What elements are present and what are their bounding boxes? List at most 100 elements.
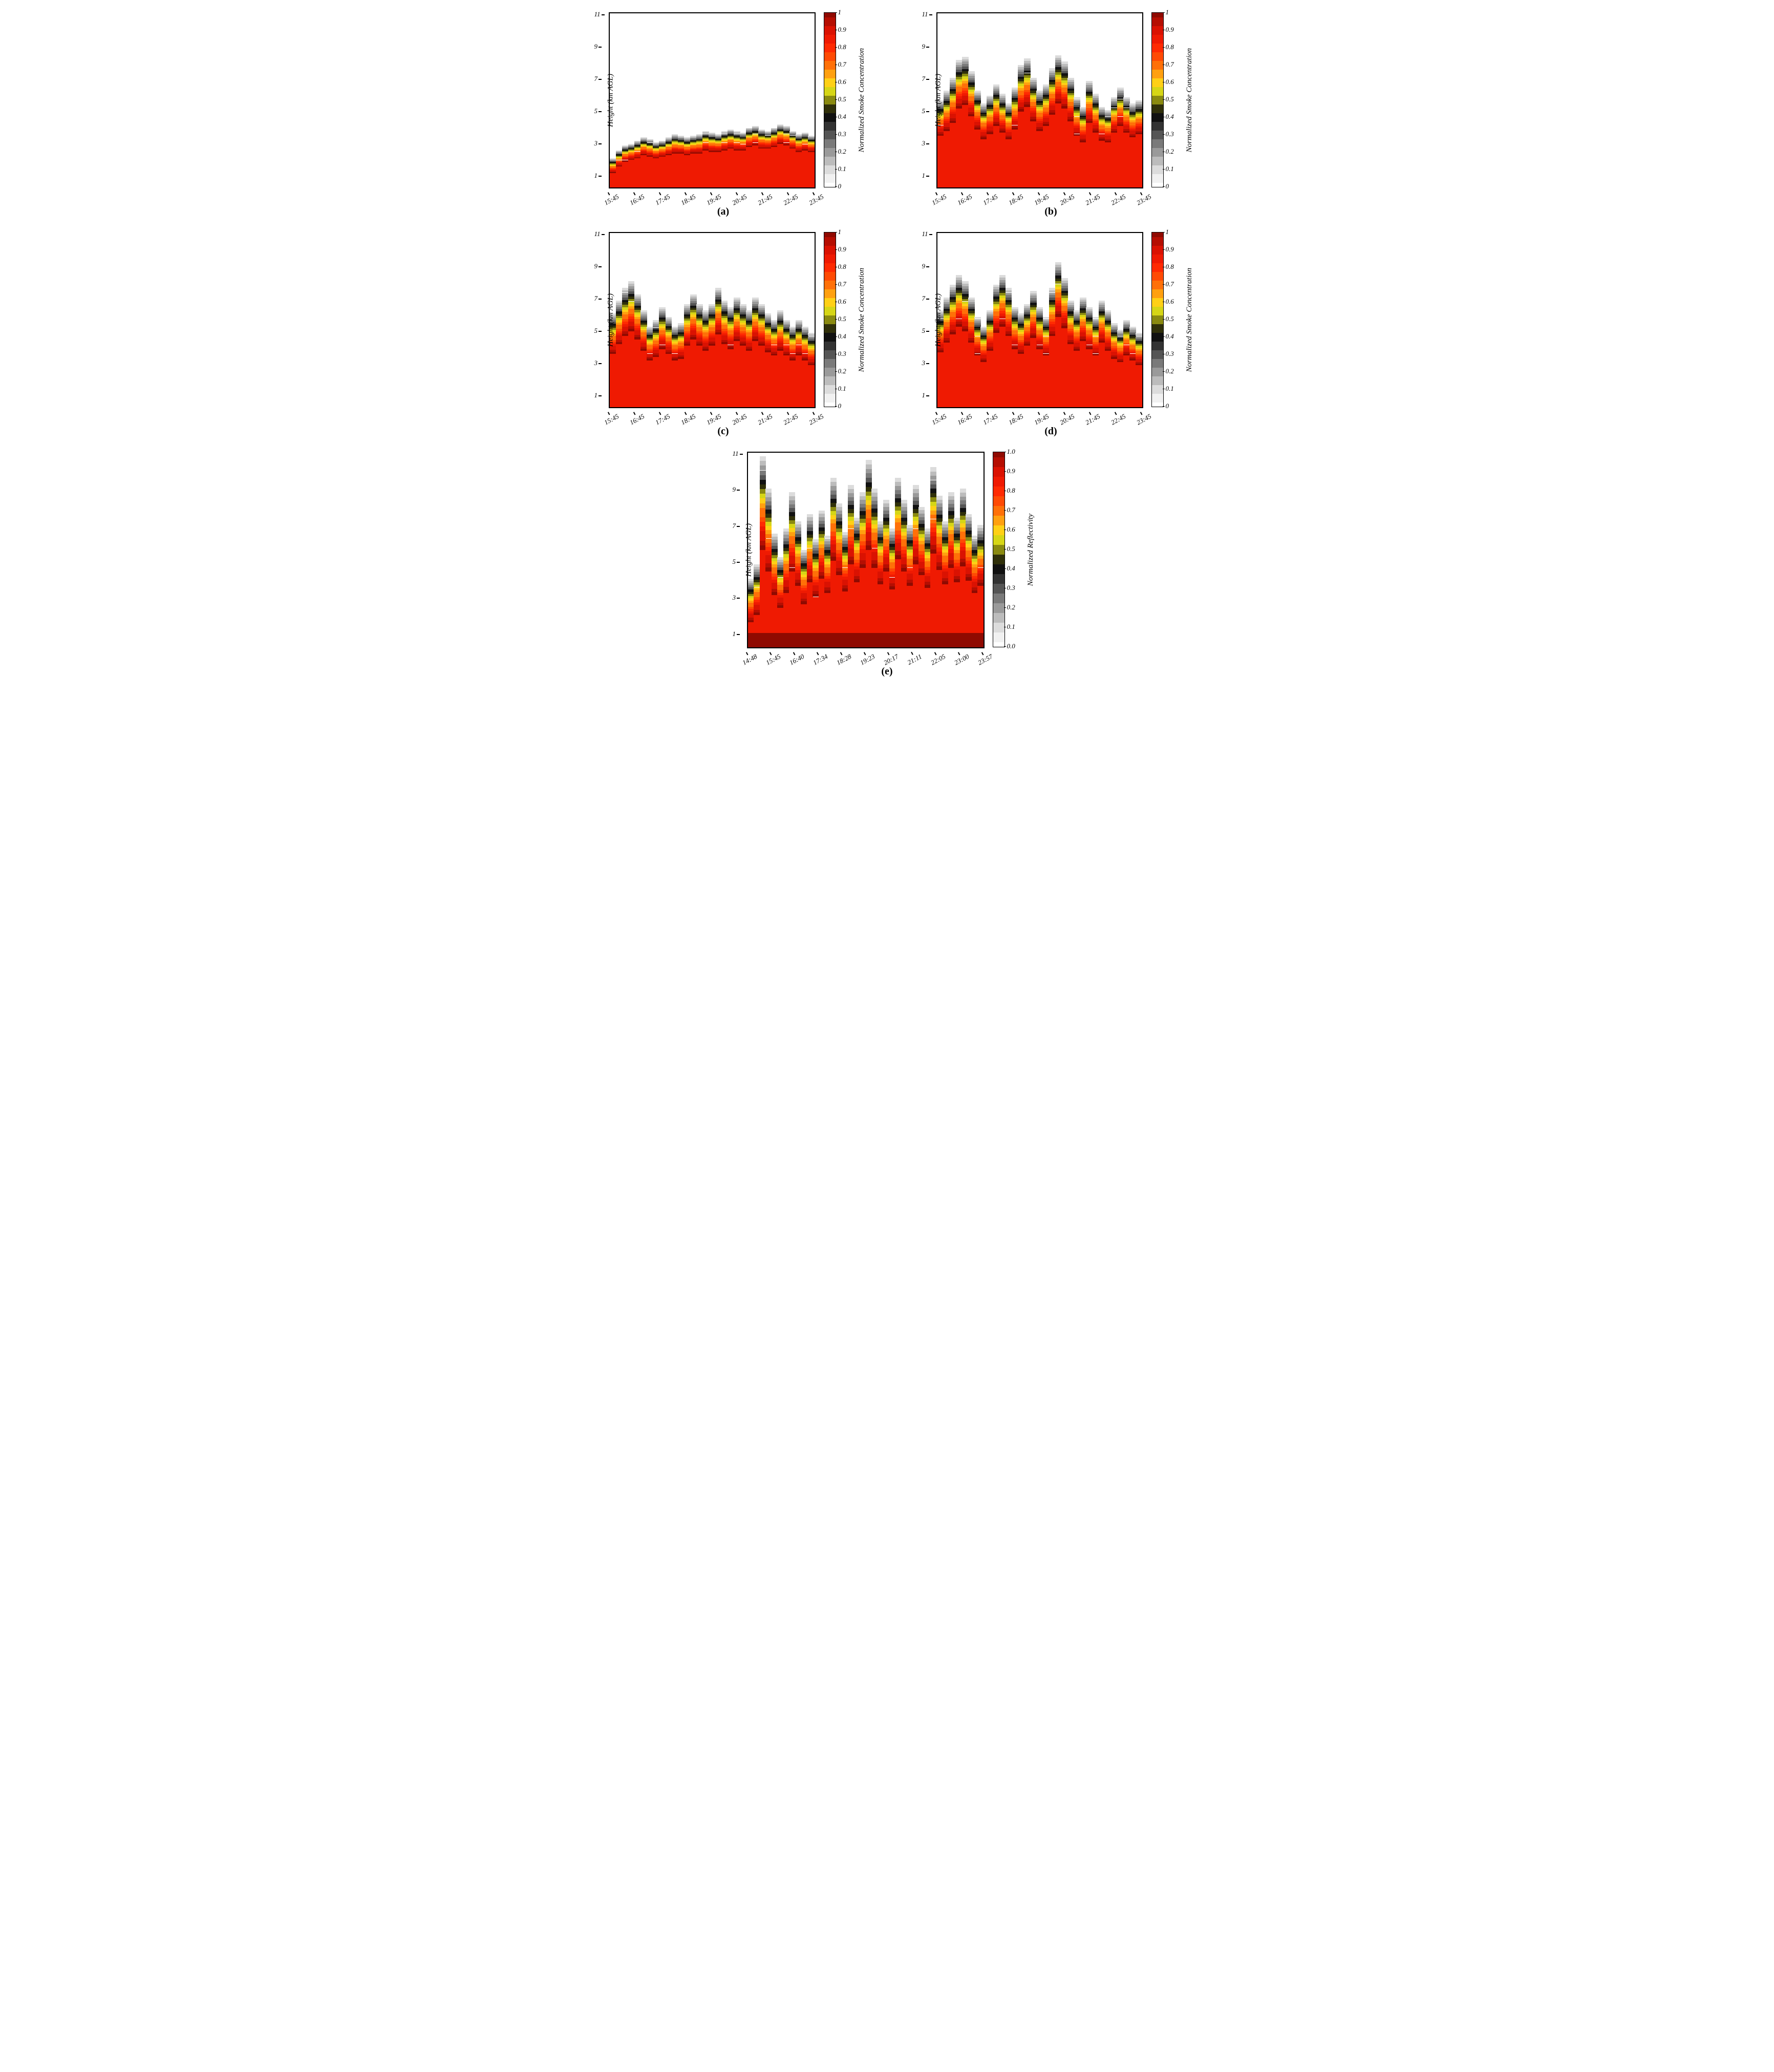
colorbar-segment bbox=[1152, 267, 1163, 272]
heatmap-cell bbox=[684, 139, 691, 140]
x-tick: 22:45 bbox=[782, 193, 799, 207]
heatmap-cell bbox=[925, 540, 931, 543]
heatmap-column bbox=[1093, 13, 1099, 187]
colorbar-segment bbox=[1152, 109, 1163, 113]
colorbar-segment bbox=[993, 622, 1004, 627]
heatmap-cell bbox=[968, 309, 975, 311]
colorbar-segment bbox=[993, 496, 1004, 501]
heatmap-cell bbox=[634, 156, 641, 157]
colorbar-tick: 0.1 bbox=[838, 385, 846, 393]
heatmap-cell bbox=[752, 341, 759, 407]
heatmap-cell bbox=[999, 125, 1006, 127]
heatmap-cell bbox=[1136, 338, 1142, 340]
heatmap-cell bbox=[980, 116, 987, 118]
heatmap-cell bbox=[765, 543, 772, 547]
heatmap-cell bbox=[610, 170, 616, 171]
heatmap-cell bbox=[746, 310, 753, 312]
heatmap-column bbox=[616, 233, 623, 407]
x-tick: 19:45 bbox=[705, 412, 722, 427]
heatmap-cell bbox=[930, 489, 936, 493]
heatmap-cell bbox=[653, 142, 659, 143]
heatmap-cell bbox=[715, 150, 722, 151]
heatmap-cell bbox=[962, 322, 969, 324]
heatmap-cell bbox=[1018, 348, 1024, 350]
colorbar-segment bbox=[1152, 328, 1163, 333]
heatmap-column bbox=[1117, 13, 1124, 187]
heatmap-cell bbox=[1086, 115, 1093, 117]
heatmap-cell bbox=[709, 308, 715, 310]
heatmap-column bbox=[1067, 233, 1074, 407]
heatmap-cell bbox=[901, 554, 907, 557]
heatmap-cell bbox=[647, 153, 653, 154]
heatmap-cell bbox=[1093, 127, 1099, 129]
heatmap-cell bbox=[796, 347, 802, 348]
heatmap-cell bbox=[666, 142, 672, 143]
heatmap-cell bbox=[972, 556, 978, 559]
heatmap-cell bbox=[702, 150, 709, 151]
heatmap-cell bbox=[1074, 330, 1080, 332]
heatmap-cell bbox=[715, 334, 722, 407]
heatmap-cell bbox=[974, 122, 981, 124]
heatmap-cell bbox=[647, 142, 653, 143]
heatmap-cell bbox=[802, 147, 808, 149]
heatmap-cell bbox=[672, 144, 678, 145]
heatmap-cell bbox=[783, 350, 790, 352]
heatmap-cell bbox=[771, 130, 778, 131]
heatmap-cell bbox=[721, 145, 728, 146]
heatmap-cell bbox=[1067, 309, 1074, 311]
heatmap-cell bbox=[962, 64, 969, 67]
heatmap-cell bbox=[740, 321, 746, 323]
heatmap-cell bbox=[1043, 118, 1050, 120]
heatmap-cell bbox=[746, 339, 753, 341]
heatmap-cell bbox=[1123, 332, 1130, 334]
heatmap-cell bbox=[754, 575, 760, 577]
heatmap-cell bbox=[960, 493, 966, 497]
heatmap-cell bbox=[672, 138, 678, 139]
y-tick: 9 bbox=[594, 262, 598, 270]
heatmap-column bbox=[758, 13, 765, 187]
heatmap-cell bbox=[1099, 125, 1105, 127]
heatmap-cell bbox=[1030, 78, 1037, 80]
heatmap-column bbox=[1049, 13, 1056, 187]
heatmap-cell bbox=[758, 130, 765, 131]
heatmap-cell bbox=[1061, 328, 1068, 407]
heatmap-cell bbox=[616, 166, 623, 187]
heatmap-cell bbox=[936, 515, 943, 518]
heatmap-cell bbox=[1086, 322, 1093, 324]
heatmap-cell bbox=[678, 357, 685, 358]
heatmap-cell bbox=[684, 154, 691, 155]
heatmap-cell bbox=[715, 318, 722, 321]
heatmap-cell bbox=[999, 115, 1006, 117]
heatmap-cell bbox=[628, 149, 635, 150]
heatmap-cell bbox=[907, 559, 913, 562]
heatmap-cell bbox=[783, 324, 790, 325]
heatmap-column bbox=[734, 233, 740, 407]
heatmap-cell bbox=[802, 135, 808, 136]
heatmap-cell bbox=[999, 108, 1006, 110]
heatmap-cell bbox=[690, 146, 697, 147]
heatmap-cell bbox=[974, 330, 981, 332]
heatmap-cell bbox=[974, 354, 981, 356]
x-tick: 15:45 bbox=[603, 193, 620, 207]
heatmap-cell bbox=[878, 568, 884, 572]
heatmap-cell bbox=[889, 565, 895, 568]
heatmap-cell bbox=[1129, 345, 1136, 347]
heatmap-cell bbox=[1043, 110, 1050, 112]
heatmap-cell bbox=[659, 149, 666, 150]
heatmap-cell bbox=[1018, 104, 1024, 107]
heatmap-cell bbox=[1067, 78, 1074, 80]
heatmap-cell bbox=[942, 556, 948, 559]
heatmap-cell bbox=[1055, 306, 1062, 308]
colorbar-tick: 0.2 bbox=[838, 147, 846, 156]
heatmap-cell bbox=[972, 553, 978, 556]
heatmap-cell bbox=[765, 514, 772, 518]
heatmap-cell bbox=[610, 348, 616, 350]
heatmap-cell bbox=[758, 323, 765, 325]
heatmap-cell bbox=[936, 529, 943, 533]
heatmap-cell bbox=[659, 343, 666, 345]
colorbar-tick: 0 bbox=[1166, 402, 1169, 410]
heatmap-cell bbox=[913, 557, 919, 561]
heatmap-cell bbox=[622, 148, 629, 149]
heatmap-cell bbox=[1129, 328, 1136, 330]
heatmap-cell bbox=[1117, 346, 1124, 347]
